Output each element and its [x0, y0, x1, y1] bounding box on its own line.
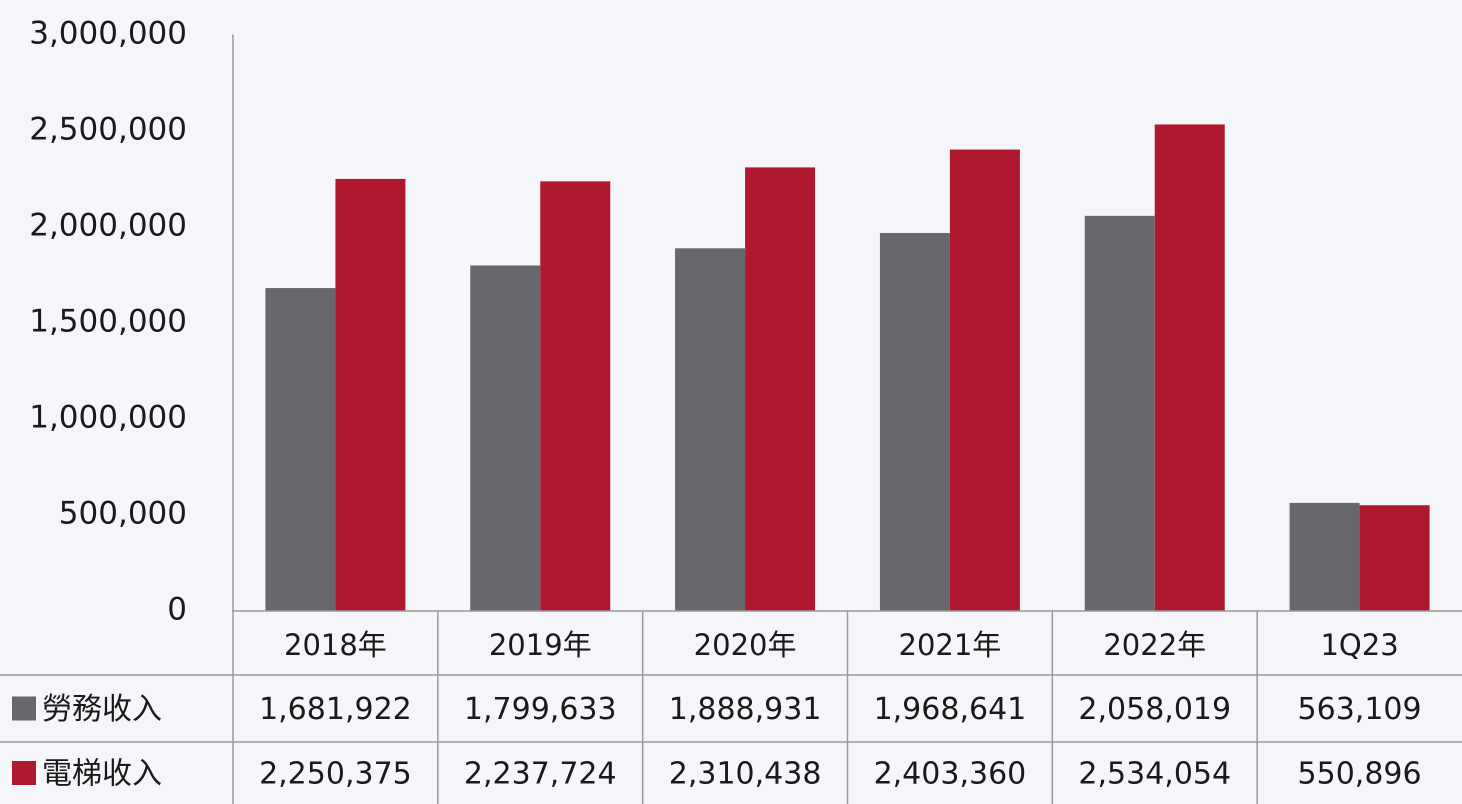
table-cell: 1,968,641 [874, 692, 1027, 727]
table-cell: 563,109 [1298, 692, 1422, 727]
table-cell: 2,403,360 [874, 757, 1027, 792]
legend-label: 勞務收入 [42, 692, 162, 727]
x-tick-label: 2021年 [899, 628, 1002, 662]
table-cell: 2,250,375 [259, 757, 412, 792]
table-cell: 2,534,054 [1078, 757, 1231, 792]
bar [745, 167, 816, 611]
y-tick-label: 1,000,000 [29, 400, 187, 436]
y-tick-label: 2,500,000 [29, 112, 187, 148]
bar [879, 233, 950, 611]
bar [470, 265, 541, 611]
y-tick-label: 1,500,000 [29, 304, 187, 340]
bar [1154, 124, 1225, 611]
table-cell: 2,237,724 [464, 757, 617, 792]
bar [265, 288, 336, 611]
y-tick-label: 500,000 [59, 496, 187, 532]
table-cell: 1,799,633 [464, 692, 617, 727]
bar [540, 181, 611, 611]
bar [675, 248, 746, 611]
y-tick-label: 2,000,000 [29, 208, 187, 244]
x-tick-label: 2019年 [489, 628, 592, 662]
x-tick-label: 2018年 [284, 628, 387, 662]
x-tick-label: 2022年 [1103, 628, 1206, 662]
bar [1289, 502, 1360, 611]
legend-label: 電梯收入 [42, 757, 162, 792]
bar [1084, 215, 1155, 611]
bar [1359, 505, 1430, 611]
x-tick-label: 2020年 [694, 628, 797, 662]
table-cell: 1,681,922 [259, 692, 412, 727]
table-cell: 2,058,019 [1078, 692, 1231, 727]
y-tick-label: 0 [167, 592, 187, 628]
legend-key [12, 761, 36, 785]
legend-key [12, 696, 36, 721]
y-tick-label: 3,000,000 [29, 16, 187, 52]
table-cell: 1,888,931 [669, 692, 822, 727]
bar [335, 178, 406, 612]
table-cell: 550,896 [1298, 757, 1422, 792]
bar [949, 149, 1020, 612]
table-cell: 2,310,438 [669, 757, 822, 792]
x-tick-label: 1Q23 [1320, 628, 1398, 662]
